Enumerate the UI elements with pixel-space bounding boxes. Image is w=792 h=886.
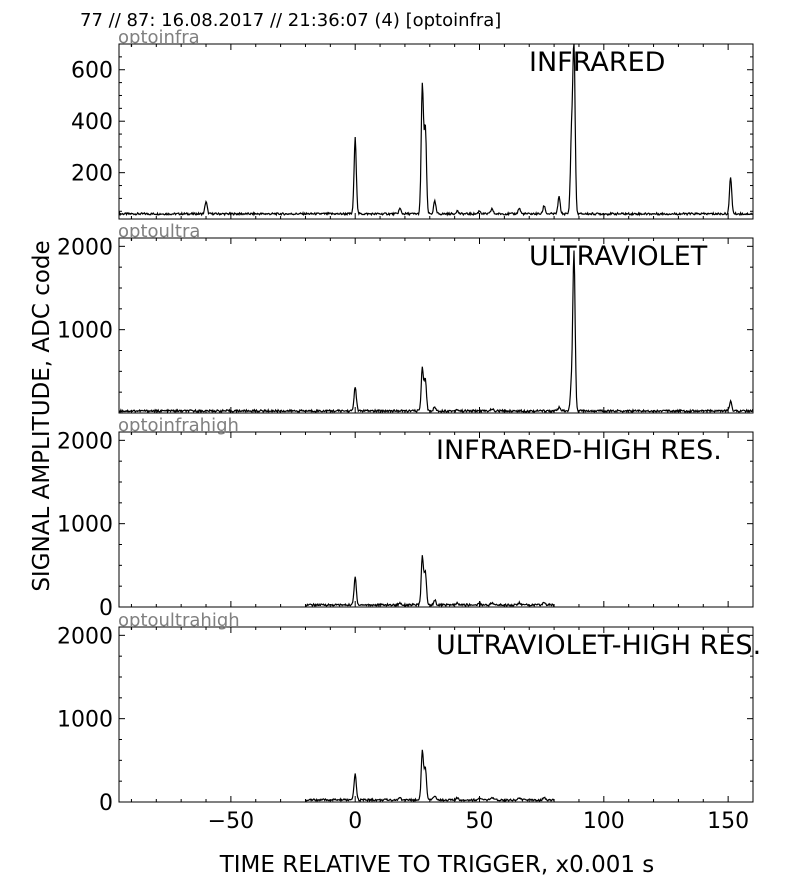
panel-optoultrahigh-xtick-label: 0 xyxy=(348,809,362,834)
x-axis-label: TIME RELATIVE TO TRIGGER, x0.001 s xyxy=(219,852,655,878)
panel-optoultrahigh-xtick-label: 50 xyxy=(466,809,494,834)
panel-optoultra: optoultra ULTRAVIOLET 1000 2000 xyxy=(57,221,754,414)
panels: optoinfra INFRARED 200 400 600 optoultra ULTRA… xyxy=(57,27,761,834)
panel-optoinfra-channel-label: optoinfra xyxy=(118,27,200,48)
panel-optoinfrahigh-ytick-label: 1000 xyxy=(57,513,113,538)
panel-optoinfra-signal-line xyxy=(118,43,754,217)
panel-optoultra-frame xyxy=(118,237,754,414)
panel-optoinfrahigh-signal-line xyxy=(305,555,555,609)
panel-optoultrahigh-ytick-label: 1000 xyxy=(57,708,113,733)
panel-optoultrahigh-title: ULTRAVIOLET-HIGH RES. xyxy=(436,630,761,661)
panel-optoinfra-frame xyxy=(118,43,754,220)
panel-optoinfra-ytick-label: 400 xyxy=(71,110,113,135)
panel-optoinfrahigh-title: INFRARED-HIGH RES. xyxy=(436,435,722,466)
panel-optoultra-ytick-label: 2000 xyxy=(57,235,113,260)
panel-optoultrahigh-xtick-label: 100 xyxy=(583,809,625,834)
panel-optoinfrahigh-ytick-label: 2000 xyxy=(57,429,113,454)
header-title: 77 // 87: 16.08.2017 // 21:36:07 (4) [op… xyxy=(80,10,501,31)
panel-optoinfrahigh-ytick-label: 0 xyxy=(99,596,113,621)
panel-optoultra-ytick-label: 1000 xyxy=(57,319,113,344)
y-axis-label: SIGNAL AMPLITUDE, ADC code xyxy=(29,240,55,591)
panel-optoultrahigh-channel-label: optoultrahigh xyxy=(118,610,240,631)
panel-optoultrahigh-frame xyxy=(118,626,754,803)
panel-optoinfrahigh-channel-label: optoinfrahigh xyxy=(118,415,239,436)
panel-optoultra-channel-label: optoultra xyxy=(118,221,200,242)
panel-optoinfra-title: INFRARED xyxy=(529,47,665,78)
panel-optoultrahigh-xtick-label: −50 xyxy=(208,809,254,834)
panel-optoultrahigh-xtick-label: 150 xyxy=(707,809,749,834)
panel-optoinfra-ytick-label: 200 xyxy=(71,162,113,187)
panel-optoinfrahigh: optoinfrahigh INFRARED-HIGH RES. 0 1000 2000 xyxy=(57,415,754,621)
panel-optoinfra-ytick-label: 600 xyxy=(71,59,113,84)
panel-optoultra-signal-line xyxy=(118,250,754,414)
panel-optoultrahigh-ytick-label: 2000 xyxy=(57,624,113,649)
panel-optoinfra: optoinfra INFRARED 200 400 600 xyxy=(71,27,754,220)
panel-optoultrahigh-ytick-label: 0 xyxy=(99,791,113,816)
panel-optoinfrahigh-frame xyxy=(118,431,754,608)
panel-optoultra-title: ULTRAVIOLET xyxy=(529,241,708,272)
panel-optoultrahigh-signal-line xyxy=(304,749,555,803)
